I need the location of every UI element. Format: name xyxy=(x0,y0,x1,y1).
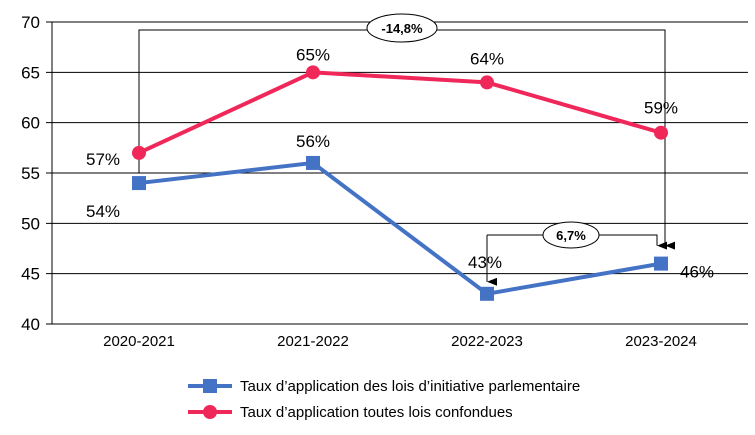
data-label: 54% xyxy=(86,202,120,221)
legend-label: Taux d’application des lois d’initiative… xyxy=(240,377,581,395)
data-labels: 54% 56% 43% 46% 57% 65% 64% 59% xyxy=(86,45,714,281)
annotations: -14,8% 6,7% xyxy=(138,13,675,286)
legend-swatch-square-icon xyxy=(188,379,232,393)
legend-swatch-circle-icon xyxy=(188,405,232,419)
data-point-circle xyxy=(654,125,668,140)
y-tick-label: 70 xyxy=(21,13,40,32)
y-tick-label: 45 xyxy=(21,265,40,284)
data-label: 65% xyxy=(296,45,330,64)
x-axis: 2020-2021 2021-2022 2022-2023 2023-2024 xyxy=(103,333,697,350)
legend-item-parlementaire[interactable]: Taux d’application des lois d’initiative… xyxy=(188,373,580,399)
data-label: 64% xyxy=(470,49,504,68)
y-tick-label: 50 xyxy=(21,214,40,233)
y-tick-label: 60 xyxy=(21,114,40,133)
legend-item-toutes-lois[interactable]: Taux d’application toutes lois confondue… xyxy=(188,399,580,425)
data-point-square xyxy=(480,286,494,301)
annotation-label-2: 6,7% xyxy=(556,228,586,243)
x-tick-label: 2021-2022 xyxy=(277,333,349,350)
data-label: 59% xyxy=(644,99,678,118)
y-tick-label: 65 xyxy=(21,63,40,82)
x-tick-label: 2022-2023 xyxy=(451,333,523,350)
annotation-bubble-1 xyxy=(366,13,438,43)
series-line-1 xyxy=(138,70,662,155)
data-point-square xyxy=(132,176,146,191)
x-tick-label: 2020-2021 xyxy=(103,333,175,350)
x-tick-label: 2023-2024 xyxy=(625,333,697,350)
data-label: 56% xyxy=(296,132,330,151)
annotation-label-1: -14,8% xyxy=(381,21,423,36)
data-point-circle xyxy=(132,145,146,160)
y-tick-label: 40 xyxy=(21,315,40,334)
annotation-bubble-2 xyxy=(542,221,600,249)
gridlines xyxy=(46,21,748,325)
annotation-bracket-1 xyxy=(138,29,675,250)
data-point-square xyxy=(654,256,668,271)
data-label: 46% xyxy=(680,263,714,282)
data-point-square xyxy=(306,155,320,170)
legend: Taux d’application des lois d’initiative… xyxy=(188,373,580,425)
y-axis: 40 45 50 55 60 65 70 xyxy=(21,13,53,334)
data-point-circle xyxy=(480,75,494,90)
data-point-circle xyxy=(306,65,320,80)
series-group xyxy=(132,65,668,301)
series-line-0 xyxy=(138,160,662,296)
data-label: 43% xyxy=(468,253,502,272)
y-tick-label: 55 xyxy=(21,164,40,183)
data-label: 57% xyxy=(86,150,120,169)
legend-label: Taux d’application toutes lois confondue… xyxy=(240,403,513,421)
